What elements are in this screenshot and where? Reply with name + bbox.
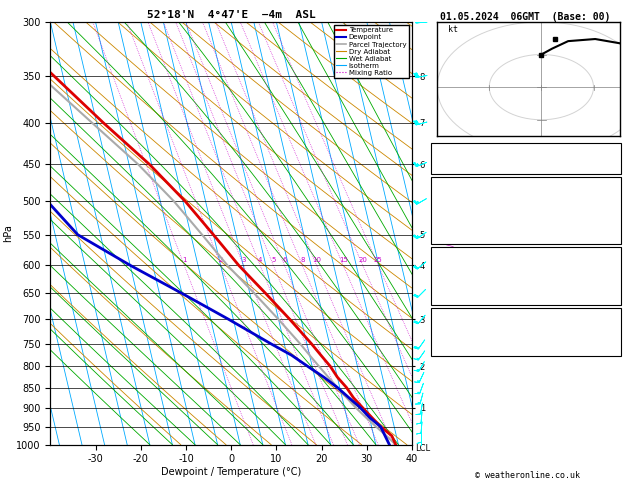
Text: 2: 2 xyxy=(219,257,223,263)
Text: 315: 315 xyxy=(603,267,619,277)
Text: 5: 5 xyxy=(271,257,276,263)
Text: 1: 1 xyxy=(182,257,186,263)
Text: 227: 227 xyxy=(603,328,619,337)
Text: Lifted Index: Lifted Index xyxy=(434,216,499,226)
Text: 155: 155 xyxy=(603,296,619,305)
Text: 01.05.2024  06GMT  (Base: 00): 01.05.2024 06GMT (Base: 00) xyxy=(440,12,610,22)
Text: 15: 15 xyxy=(339,257,348,263)
Text: Temp (°C): Temp (°C) xyxy=(434,188,482,197)
Text: 312: 312 xyxy=(603,207,619,216)
Text: θε (K): θε (K) xyxy=(434,267,466,277)
Text: 13: 13 xyxy=(608,197,619,207)
Text: 14.4: 14.4 xyxy=(598,188,619,197)
Text: 190°: 190° xyxy=(598,338,619,347)
Text: Dewp (°C): Dewp (°C) xyxy=(434,197,482,207)
Text: © weatheronline.co.uk: © weatheronline.co.uk xyxy=(475,471,579,480)
Text: Hodograph: Hodograph xyxy=(502,309,550,318)
Text: 975: 975 xyxy=(603,258,619,267)
Text: CAPE (J): CAPE (J) xyxy=(434,286,477,295)
Text: LCL: LCL xyxy=(416,444,431,453)
Text: 170: 170 xyxy=(603,319,619,328)
Text: Pressure (mb): Pressure (mb) xyxy=(434,258,504,267)
Text: 2.36: 2.36 xyxy=(598,164,619,173)
Y-axis label: km
ASL: km ASL xyxy=(434,224,450,243)
Text: 25: 25 xyxy=(374,257,382,263)
Title: 52°18'N  4°47'E  −4m  ASL: 52°18'N 4°47'E −4m ASL xyxy=(147,10,316,20)
Text: kt: kt xyxy=(448,25,457,34)
Text: PW (cm): PW (cm) xyxy=(434,164,472,173)
Text: StmDir: StmDir xyxy=(434,338,466,347)
Text: 0: 0 xyxy=(613,226,619,235)
Text: 2: 2 xyxy=(613,216,619,226)
Text: Most Unstable: Most Unstable xyxy=(491,248,561,258)
Text: CIN (J): CIN (J) xyxy=(434,235,472,244)
Text: 3: 3 xyxy=(241,257,246,263)
Text: 0: 0 xyxy=(613,235,619,244)
Text: Totals Totals: Totals Totals xyxy=(434,155,504,164)
X-axis label: Dewpoint / Temperature (°C): Dewpoint / Temperature (°C) xyxy=(161,467,301,477)
Text: 28: 28 xyxy=(608,145,619,154)
Text: Lifted Index: Lifted Index xyxy=(434,277,499,286)
Text: StmSpd (kt): StmSpd (kt) xyxy=(434,347,493,356)
Text: K: K xyxy=(434,145,440,154)
Text: CAPE (J): CAPE (J) xyxy=(434,226,477,235)
Text: 15: 15 xyxy=(608,347,619,356)
Text: 4: 4 xyxy=(258,257,262,263)
Text: 0: 0 xyxy=(613,277,619,286)
Text: CIN (J): CIN (J) xyxy=(434,296,472,305)
Text: 6: 6 xyxy=(282,257,287,263)
Text: 51: 51 xyxy=(608,155,619,164)
Text: Mixing Ratio (g/kg): Mixing Ratio (g/kg) xyxy=(447,230,456,304)
Text: EH: EH xyxy=(434,319,445,328)
Text: 20: 20 xyxy=(359,257,367,263)
Text: 10: 10 xyxy=(608,286,619,295)
Y-axis label: hPa: hPa xyxy=(3,225,13,242)
Legend: Temperature, Dewpoint, Parcel Trajectory, Dry Adiabat, Wet Adiabat, Isotherm, Mi: Temperature, Dewpoint, Parcel Trajectory… xyxy=(333,25,408,78)
Text: 8: 8 xyxy=(300,257,304,263)
Text: 10: 10 xyxy=(312,257,321,263)
Text: SREH: SREH xyxy=(434,328,455,337)
Text: Surface: Surface xyxy=(508,178,545,188)
Text: θε(K): θε(K) xyxy=(434,207,461,216)
